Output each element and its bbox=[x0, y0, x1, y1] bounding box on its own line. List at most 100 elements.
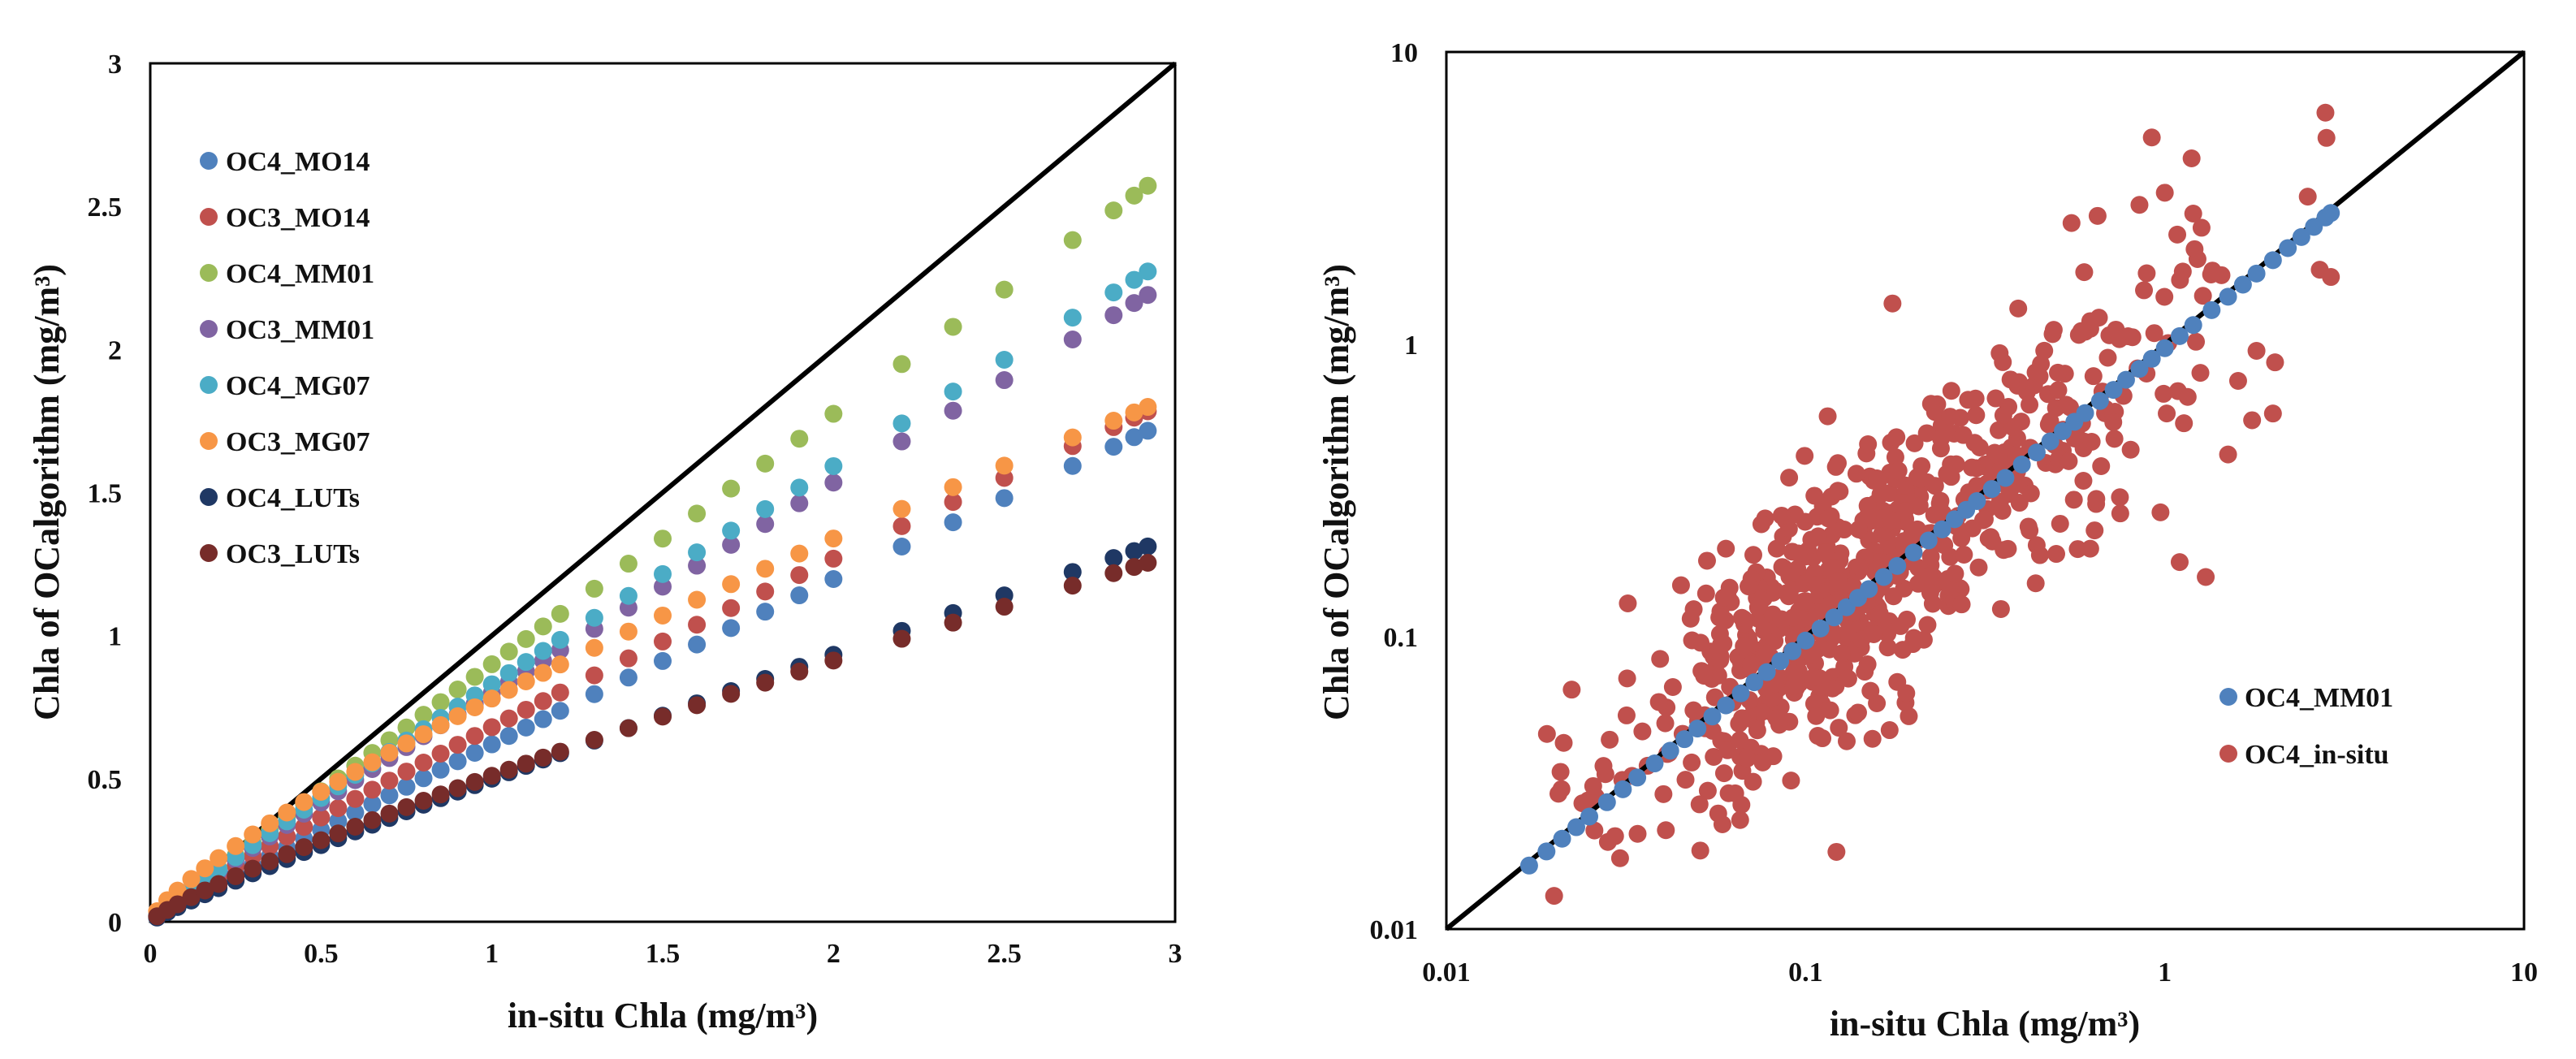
left-point-OC4_LUTs-39 bbox=[1125, 542, 1143, 560]
left-legend-marker bbox=[200, 544, 218, 562]
left-point-OC4_MG07-33 bbox=[824, 456, 843, 475]
left-legend-label: OC4_LUTs bbox=[226, 483, 360, 513]
right-point-in-situ bbox=[1692, 633, 1710, 652]
left-point-OC3_MM01-35 bbox=[944, 401, 962, 420]
left-y-ticks: 0 0.5 1 1.5 2 2.5 3 bbox=[88, 50, 123, 938]
right-point-in-situ bbox=[1868, 469, 1887, 488]
left-point-OC3_LUTs-39 bbox=[1125, 558, 1143, 577]
right-point-in-situ bbox=[1690, 795, 1709, 814]
right-legend: OC4_MM01 OC4_in-situ bbox=[2219, 683, 2393, 770]
left-point-OC3_MG07-9 bbox=[278, 803, 296, 822]
left-point-OC3_LUTs-14 bbox=[363, 810, 382, 829]
left-point-OC4_MG07-28 bbox=[654, 564, 672, 583]
left-point-OC4_MO14-12 bbox=[329, 812, 348, 831]
left-point-OC4_MM01-25 bbox=[551, 604, 569, 623]
right-point-in-situ bbox=[1818, 407, 1837, 426]
right-point-in-situ bbox=[1884, 587, 1903, 606]
right-point-mm01-16 bbox=[1757, 663, 1776, 681]
left-point-OC4_MO14-33 bbox=[824, 569, 843, 588]
left-point-OC4_MO14-39 bbox=[1125, 428, 1143, 447]
left-legend-label: OC3_MG07 bbox=[226, 427, 370, 457]
right-point-mm01-24 bbox=[1860, 580, 1878, 599]
right-point-in-situ bbox=[1861, 681, 1880, 700]
right-point-in-situ bbox=[1965, 434, 1984, 452]
right-point-in-situ bbox=[1941, 408, 1960, 426]
right-point-in-situ bbox=[1807, 707, 1826, 725]
right-point-in-situ bbox=[2135, 281, 2154, 300]
right-point-in-situ bbox=[1989, 446, 2008, 465]
right-point-in-situ bbox=[2074, 472, 2093, 491]
right-point-mm01-27 bbox=[1904, 543, 1923, 562]
left-point-OC3_MG07-22 bbox=[499, 681, 518, 699]
right-point-in-situ bbox=[1765, 688, 1783, 707]
left-point-OC3_MG07-19 bbox=[448, 707, 467, 725]
left-point-OC3_MO14-14 bbox=[363, 780, 382, 799]
right-point-in-situ bbox=[2021, 521, 2039, 540]
right-point-in-situ bbox=[1909, 497, 1928, 516]
right-point-in-situ bbox=[1882, 511, 1901, 530]
left-point-OC4_MM01-20 bbox=[465, 668, 484, 686]
left-point-OC3_LUTs-12 bbox=[329, 824, 348, 843]
right-point-in-situ bbox=[1601, 730, 1619, 749]
left-point-OC4_MG07-37 bbox=[1063, 309, 1082, 327]
right-point-in-situ bbox=[2178, 387, 2197, 406]
right-point-in-situ bbox=[1731, 810, 1749, 829]
left-point-OC4_MO14-31 bbox=[756, 603, 775, 621]
left-point-OC3_LUTs-22 bbox=[499, 760, 518, 779]
right-point-in-situ bbox=[1709, 804, 1727, 823]
left-point-OC4_MM01-18 bbox=[431, 693, 450, 711]
right-point-in-situ bbox=[1804, 668, 1823, 686]
left-point-OC3_LUTs-18 bbox=[431, 785, 450, 804]
right-point-in-situ bbox=[1887, 428, 1906, 447]
right-point-in-situ bbox=[2068, 540, 2087, 559]
right-point-in-situ bbox=[1847, 465, 1865, 483]
right-point-in-situ bbox=[2021, 484, 2040, 503]
right-point-in-situ-outlier bbox=[2263, 404, 2282, 423]
right-point-in-situ bbox=[1880, 721, 1899, 740]
right-point-in-situ bbox=[1684, 701, 1703, 720]
left-y-tick-label: 0 bbox=[108, 908, 122, 938]
left-point-OC3_MO14-16 bbox=[397, 763, 416, 781]
left-point-OC3_LUTs-11 bbox=[312, 831, 331, 849]
left-point-OC4_MO14-32 bbox=[790, 586, 809, 605]
right-point-in-situ bbox=[2087, 490, 2106, 508]
left-legend-marker bbox=[200, 376, 218, 394]
right-point-in-situ bbox=[2151, 503, 2170, 521]
left-x-tick-label: 0 bbox=[144, 939, 158, 969]
left-point-OC3_LUTs-8 bbox=[261, 852, 279, 871]
left-point-OC4_MG07-38 bbox=[1104, 283, 1123, 302]
right-point-in-situ bbox=[1994, 406, 2012, 425]
left-legend: OC4_MO14 OC3_MO14 OC4_MM01 OC3_MM01 OC4_MG07… bbox=[200, 147, 374, 569]
left-point-OC4_MM01-37 bbox=[1063, 231, 1082, 249]
left-point-OC3_MG07-7 bbox=[244, 825, 262, 844]
left-point-OC4_MO14-25 bbox=[551, 702, 569, 720]
right-point-in-situ bbox=[1656, 714, 1675, 733]
right-point-in-situ bbox=[1823, 679, 1842, 698]
right-point-in-situ bbox=[2064, 491, 2083, 509]
left-point-OC3_LUTs-30 bbox=[722, 685, 741, 703]
right-legend-label: OC4_MM01 bbox=[2245, 683, 2393, 713]
right-point-in-situ bbox=[1809, 527, 1827, 546]
left-point-OC4_MM01-38 bbox=[1104, 201, 1123, 220]
left-legend-label: OC4_MG07 bbox=[226, 371, 370, 401]
right-point-in-situ bbox=[1806, 576, 1825, 594]
right-point-mm01-25 bbox=[1874, 568, 1893, 586]
right-point-mm01-58 bbox=[2322, 204, 2340, 223]
left-point-OC4_MM01-36 bbox=[995, 280, 1014, 299]
right-point-in-situ bbox=[1744, 546, 1763, 564]
right-point-in-situ bbox=[1695, 667, 1714, 685]
left-point-OC4_MO14-28 bbox=[654, 651, 672, 670]
left-point-OC4_MO14-23 bbox=[516, 718, 535, 737]
right-point-in-situ bbox=[2085, 521, 2104, 540]
left-point-OC4_MM01-33 bbox=[824, 404, 843, 423]
left-y-tick-label: 2 bbox=[108, 335, 122, 365]
left-point-OC3_MG07-25 bbox=[551, 655, 569, 674]
right-point-in-situ bbox=[1967, 406, 1986, 425]
right-point-in-situ bbox=[1757, 644, 1776, 663]
right-point-mm01-14 bbox=[1731, 684, 1750, 702]
right-point-in-situ bbox=[1710, 608, 1729, 627]
left-point-OC4_MM01-34 bbox=[893, 355, 911, 374]
right-point-mm01-45 bbox=[2142, 349, 2161, 368]
left-point-OC3_LUTs-4 bbox=[196, 881, 214, 900]
